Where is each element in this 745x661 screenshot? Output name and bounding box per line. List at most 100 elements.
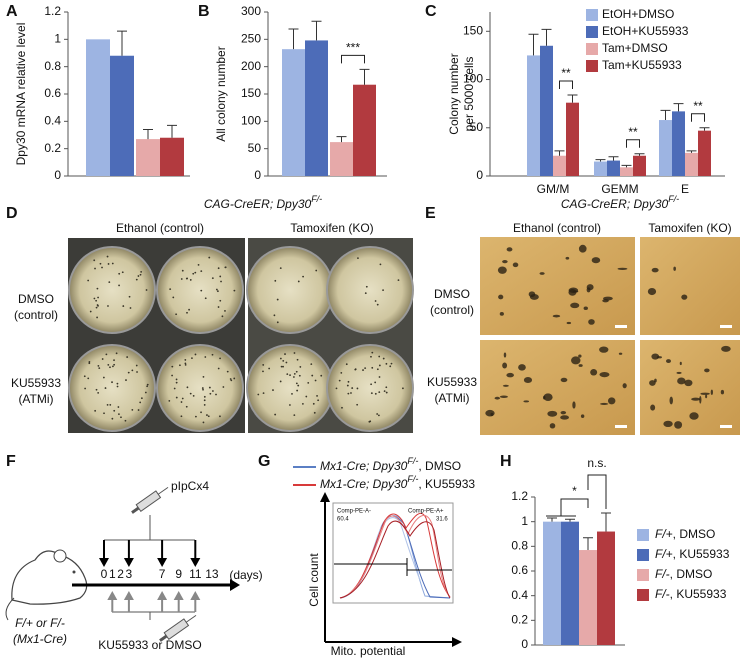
colony: [175, 396, 178, 399]
y-tick-label: 0: [254, 168, 261, 182]
legend-label: EtOH+KU55933: [602, 24, 689, 38]
colony: [120, 416, 122, 419]
arrow-head: [123, 558, 134, 567]
error-bar: [595, 159, 606, 162]
colony: [93, 297, 96, 300]
colony: [677, 377, 686, 385]
colony: [279, 267, 282, 270]
colony: [293, 414, 296, 416]
error-bar: [601, 512, 611, 532]
colony: [296, 389, 299, 392]
colony: [118, 284, 120, 287]
colony: [549, 423, 556, 429]
colony: [295, 370, 298, 373]
colony: [704, 368, 710, 373]
legend-swatch: [637, 589, 649, 601]
colony: [649, 380, 656, 386]
colony: [292, 376, 295, 378]
flow-curve: [339, 520, 451, 599]
colony: [497, 266, 507, 274]
legend-swatch: [637, 549, 649, 561]
colony: [212, 390, 214, 392]
bar: [110, 55, 134, 176]
colony: [97, 391, 100, 394]
bar: [597, 531, 615, 645]
legend-swatch: [586, 9, 598, 21]
colony: [374, 381, 377, 384]
sig-bracket: [559, 80, 573, 89]
colony: [131, 369, 134, 372]
mouse: [11, 550, 88, 605]
colony: [101, 266, 103, 269]
colony: [351, 387, 354, 389]
colony: [543, 393, 553, 402]
colony: [647, 288, 657, 296]
sig-label: *: [572, 484, 577, 498]
colony: [106, 404, 109, 406]
bar: [330, 142, 353, 176]
colony: [572, 401, 576, 409]
colony: [681, 294, 688, 300]
colony: [186, 311, 188, 314]
colony: [379, 263, 382, 266]
colony: [599, 371, 610, 378]
legend-swatch: [637, 569, 649, 581]
arrow-head: [173, 591, 184, 600]
arrow-head: [320, 492, 330, 502]
colony: [197, 263, 200, 266]
y-axis-label: per 5000 cells: [462, 57, 476, 132]
colony: [204, 356, 207, 358]
legend-swatch: [586, 60, 598, 72]
colony: [320, 374, 323, 377]
error-bar: [686, 150, 697, 153]
colony: [547, 410, 558, 417]
error-bar: [541, 28, 552, 46]
legend-genotype: F/+: [655, 527, 673, 541]
panel-letter: G: [258, 453, 270, 470]
column-label: Ethanol (control): [513, 221, 601, 235]
error-bar: [699, 127, 710, 131]
panel-letter: C: [425, 3, 437, 20]
colony: [175, 381, 178, 384]
colony: [122, 305, 125, 307]
colony: [126, 356, 129, 358]
row-label: (control): [430, 303, 474, 317]
colony: [168, 400, 171, 402]
colony: [87, 377, 90, 380]
column-label: Tamoxifen (KO): [290, 221, 373, 235]
colony: [184, 362, 187, 365]
colony: [494, 396, 501, 400]
error-bar: [359, 68, 370, 85]
bar: [527, 55, 540, 176]
colony: [512, 262, 519, 268]
colony: [113, 359, 115, 362]
colony: [95, 299, 98, 302]
colony: [286, 373, 289, 376]
y-tick-label: 200: [241, 59, 261, 73]
strain: (Mx1-Cre): [13, 632, 67, 646]
bar: [540, 45, 553, 176]
colony: [224, 310, 226, 312]
colony: [376, 303, 379, 306]
colony: [217, 306, 220, 308]
legend-text: Mx1-Cre; Dpy30: [320, 459, 408, 473]
colony: [622, 383, 627, 389]
row-label: (ATMi): [434, 391, 469, 405]
bar: [633, 155, 646, 176]
day-label: 0: [101, 567, 108, 581]
colony: [276, 298, 279, 301]
colony: [209, 392, 212, 395]
micrograph: [640, 237, 740, 335]
colony: [383, 390, 386, 392]
y-tick-label: 1.2: [511, 489, 528, 503]
colony: [282, 359, 285, 362]
legend-genotype: F/-: [655, 567, 670, 581]
colony: [192, 395, 195, 397]
error-bar: [288, 28, 299, 50]
colony: [107, 263, 110, 265]
colony: [370, 383, 373, 386]
error-bar: [167, 124, 177, 138]
arrow-head: [190, 558, 201, 567]
timeline-arrow: [230, 579, 240, 591]
colony: [389, 365, 392, 368]
